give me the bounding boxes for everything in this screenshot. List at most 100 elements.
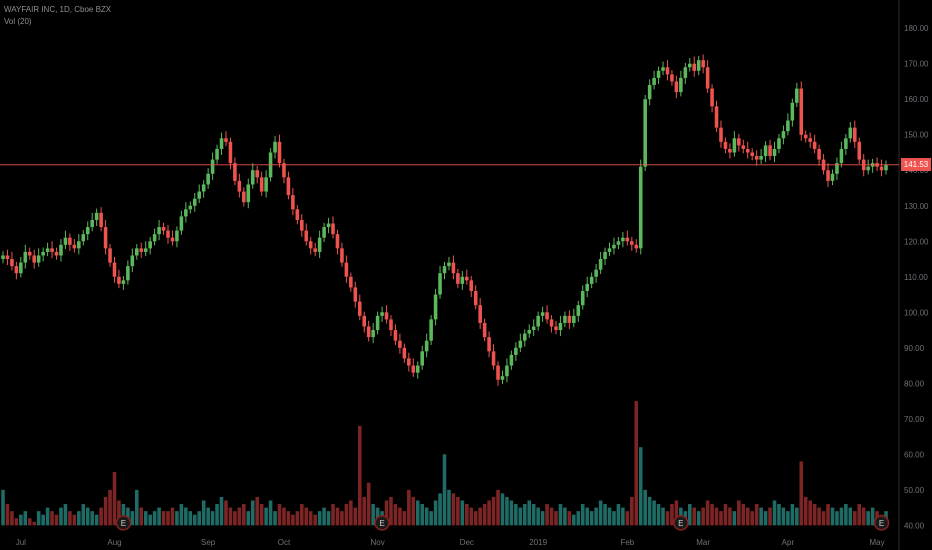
volume-bar xyxy=(170,507,175,526)
candle xyxy=(192,198,197,206)
volume-bar xyxy=(612,511,616,526)
volume-bar xyxy=(509,500,514,526)
candle xyxy=(754,156,759,160)
candle xyxy=(291,195,295,210)
y-axis-tick-label: 40.00 xyxy=(904,521,925,530)
volume-bar xyxy=(148,514,152,526)
y-axis-tick-label: 80.00 xyxy=(904,379,925,388)
volume-bar xyxy=(719,511,723,526)
candle xyxy=(728,148,732,153)
candle xyxy=(1,255,5,260)
volume-bar xyxy=(540,511,545,526)
candle xyxy=(487,337,491,352)
candle xyxy=(411,365,416,373)
candle xyxy=(598,259,603,270)
volume-bar xyxy=(469,507,474,526)
volume-bar xyxy=(192,514,197,526)
volume-bar xyxy=(264,507,268,526)
volume-bar xyxy=(433,500,438,526)
volume-bar xyxy=(652,500,656,526)
volume-bar xyxy=(85,507,90,526)
volume-bar xyxy=(268,500,273,526)
volume-bar xyxy=(242,504,246,526)
candle xyxy=(313,248,317,252)
candle xyxy=(344,262,349,277)
candle xyxy=(866,166,870,171)
candle xyxy=(362,315,367,327)
volume-bar xyxy=(384,500,389,526)
volume-bar xyxy=(487,500,491,526)
candle xyxy=(246,184,251,203)
candle xyxy=(184,209,188,217)
volume-bar xyxy=(371,504,375,526)
candle xyxy=(531,326,536,331)
volume-bar xyxy=(674,500,679,526)
candle xyxy=(63,237,68,245)
volume-bar xyxy=(161,511,166,526)
volume-bar xyxy=(438,493,442,526)
y-axis-tick-label: 120.00 xyxy=(904,237,929,246)
candle xyxy=(420,351,424,366)
earnings-marker-label: E xyxy=(379,519,384,528)
volume-bar xyxy=(563,507,567,526)
candle xyxy=(705,67,710,89)
candle xyxy=(179,216,184,231)
candle xyxy=(558,322,563,331)
candle xyxy=(45,248,50,252)
candle xyxy=(170,237,175,242)
volume-bar xyxy=(643,489,647,526)
candle xyxy=(126,266,130,281)
candle xyxy=(143,248,148,252)
volume-bar xyxy=(335,507,340,526)
volume-bar xyxy=(545,504,549,526)
volume-bar xyxy=(754,504,759,526)
candle xyxy=(233,163,237,181)
volume-bar xyxy=(772,500,777,526)
candle xyxy=(772,148,777,157)
x-axis-tick-label: Nov xyxy=(370,538,384,547)
volume-bar xyxy=(331,504,335,526)
candle xyxy=(152,234,157,242)
volume-bar xyxy=(803,496,808,526)
x-axis-tick-label: 2019 xyxy=(529,538,547,547)
volume-bar xyxy=(580,504,585,526)
candle xyxy=(371,330,375,338)
volume-bar xyxy=(737,500,741,526)
candle xyxy=(500,376,505,380)
volume-bar xyxy=(768,507,772,526)
volume-bar xyxy=(233,511,237,526)
volume-bar xyxy=(1,489,5,526)
candle xyxy=(19,262,23,274)
x-axis-tick-label: May xyxy=(870,538,885,547)
candle xyxy=(407,358,411,366)
candle xyxy=(857,141,862,160)
x-axis-tick-label: Aug xyxy=(107,538,121,547)
candle xyxy=(567,315,572,323)
candle xyxy=(750,152,754,157)
candle xyxy=(848,127,853,139)
volume-bar xyxy=(478,507,482,526)
candle xyxy=(384,312,389,320)
volume-bar xyxy=(10,511,14,526)
candle xyxy=(166,230,170,238)
volume-bar xyxy=(456,496,460,526)
volume-bar xyxy=(126,507,130,526)
candle xyxy=(103,227,108,249)
volume-bar xyxy=(398,507,402,526)
candle xyxy=(777,138,781,149)
candle xyxy=(683,67,688,78)
candle xyxy=(835,163,839,174)
candle xyxy=(803,134,808,139)
volume-bar xyxy=(175,511,179,526)
earnings-marker-label: E xyxy=(121,519,126,528)
volume-bar xyxy=(665,511,670,526)
volume-bar xyxy=(656,504,661,526)
candle xyxy=(768,145,772,157)
volume-bar xyxy=(527,500,532,526)
candle xyxy=(540,312,545,316)
x-axis-tick-label: Apr xyxy=(782,538,795,547)
candle xyxy=(643,99,647,167)
volume-bar xyxy=(210,511,215,526)
volume-bar xyxy=(460,500,465,526)
